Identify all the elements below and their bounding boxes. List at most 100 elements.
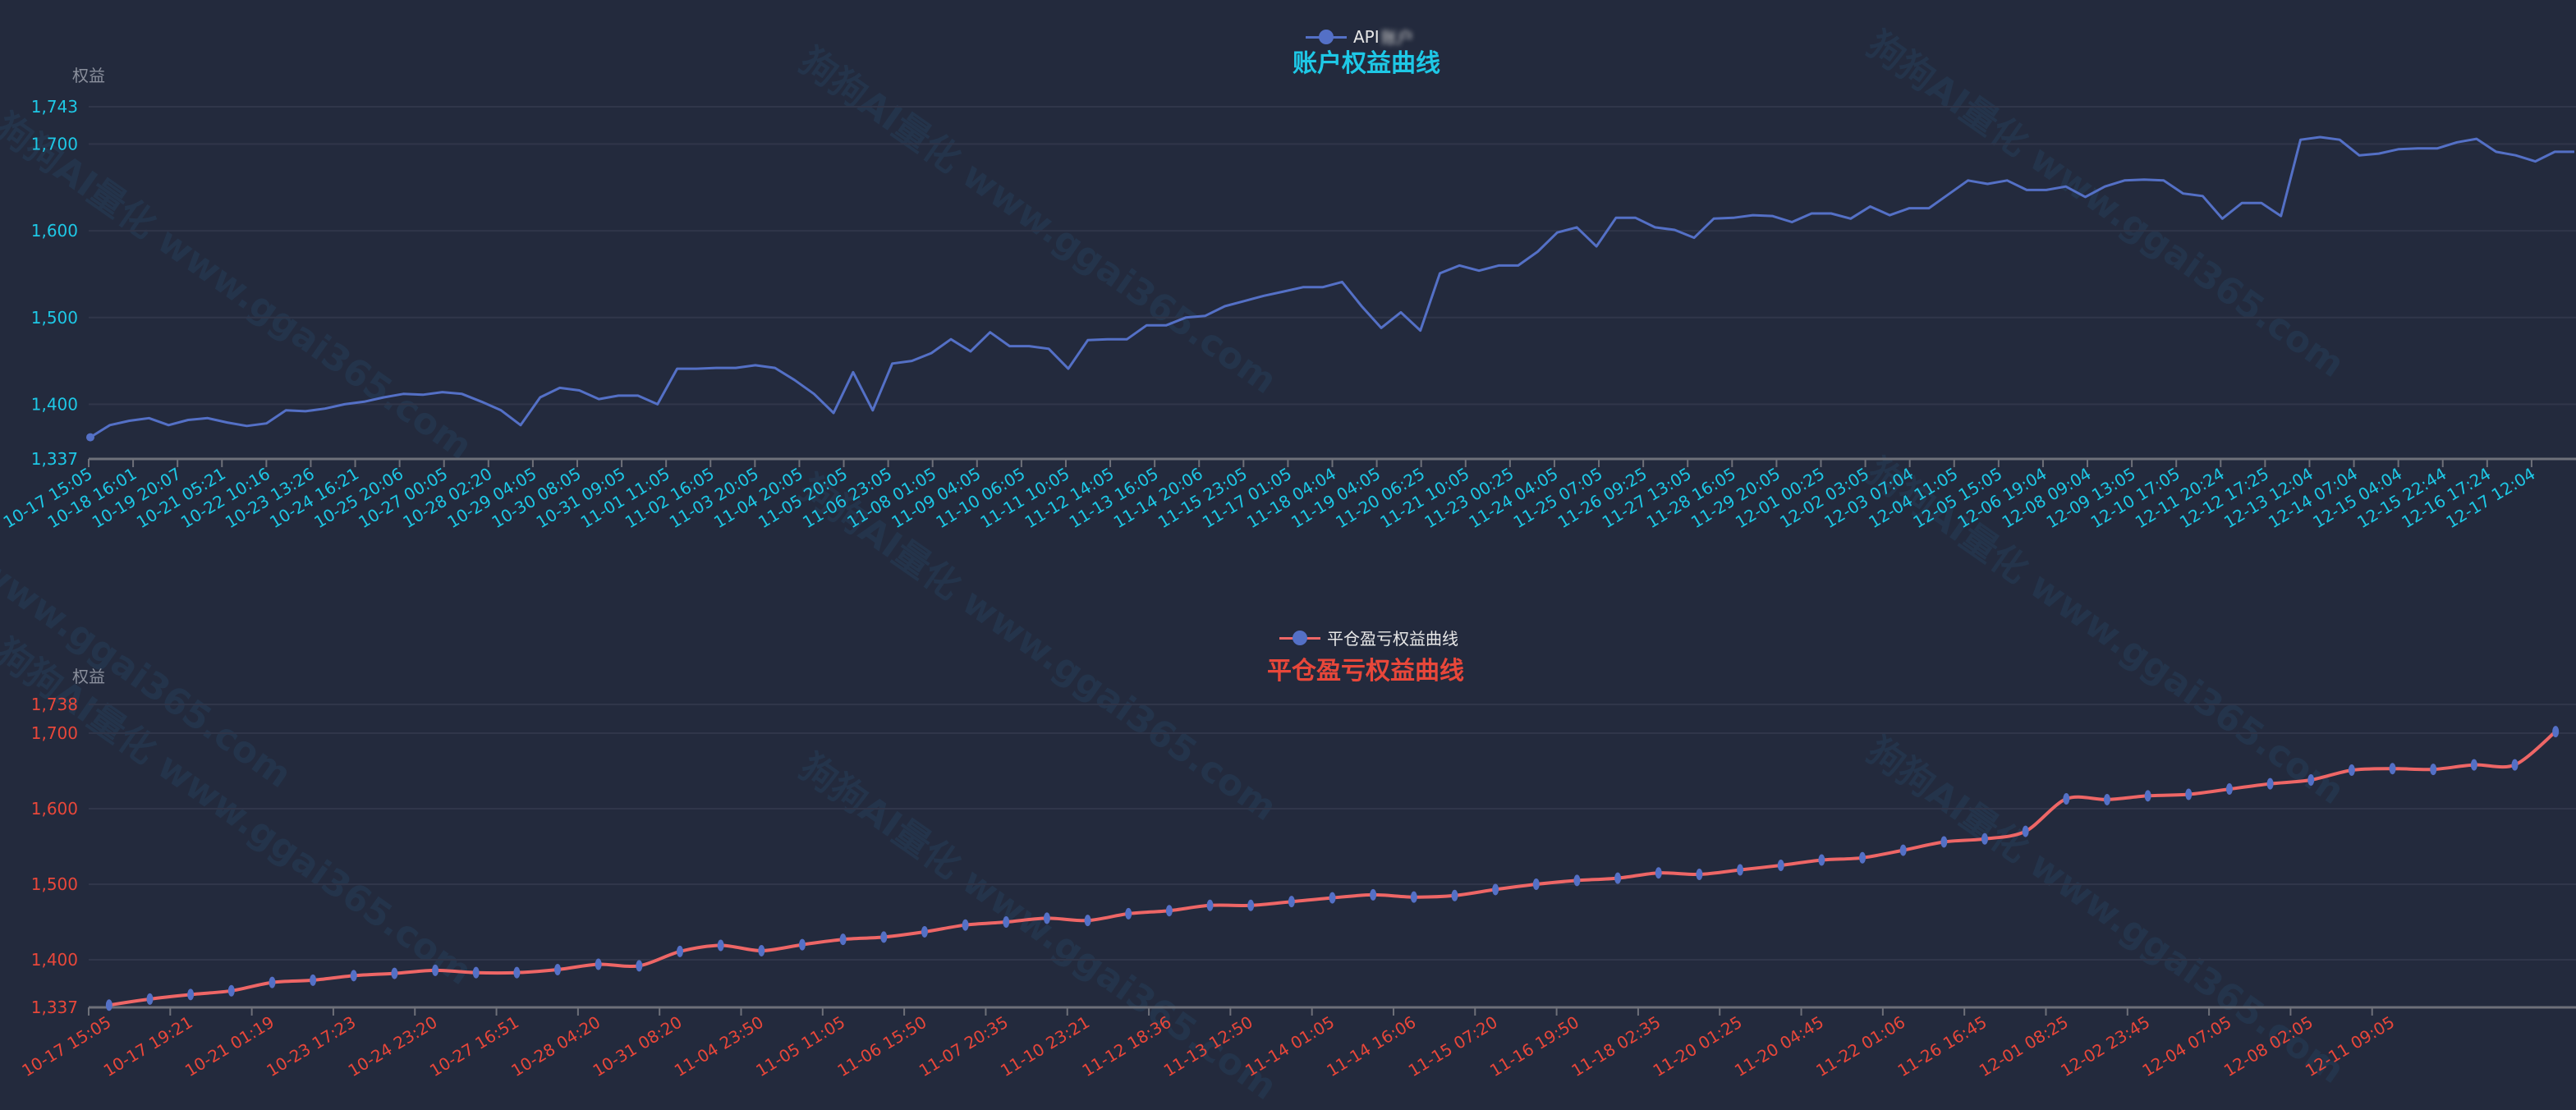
bottom-x-tick-label: 10-23 17:23 [263,1012,359,1080]
bottom-series-point [1043,912,1050,924]
bottom-series-point [1125,907,1132,920]
bottom-y-tick-label: 1,500 [31,874,78,894]
bottom-series-point [554,963,562,975]
bottom-series-point [391,967,398,979]
bottom-series-point [1370,888,1377,901]
bottom-y-tick-label: 1,337 [31,998,78,1017]
top-y-tick-label: 1,700 [31,134,78,154]
bottom-series-point [798,938,806,951]
bottom-legend-label: 平仓盈亏权益曲线 [1327,629,1458,649]
bottom-series-point [1899,844,1907,856]
top-legend[interactable]: API 账户 [1306,25,1414,48]
bottom-series-point [1777,860,1784,872]
bottom-series-point [350,970,357,982]
bottom-series-point [1573,874,1581,887]
bottom-y-tick-label: 1,400 [31,950,78,970]
bottom-x-tick-label: 11-14 16:06 [1323,1012,1419,1080]
bottom-series-point [2307,774,2315,787]
bottom-series-point [2063,793,2070,805]
bottom-series-point [717,939,724,952]
bottom-y-tick-label: 1,700 [31,723,78,743]
bottom-series-point [1818,854,1825,866]
bottom-x-tick-label: 10-21 01:19 [181,1012,278,1080]
bottom-series-point [2144,790,2151,802]
bottom-x-tick-label: 10-27 16:51 [426,1012,522,1080]
bottom-x-tick-label: 10-28 04:20 [507,1012,604,1080]
top-y-axis-name: 权益 [72,66,105,85]
bottom-series-point [2470,759,2477,771]
bottom-series-point [310,974,317,986]
bottom-x-tick-label: 12-02 23:45 [2057,1012,2153,1080]
top-y-tick-label: 1,500 [31,308,78,328]
bottom-series-point [1655,867,1662,879]
bottom-chart-title: 平仓盈亏权益曲线 [1267,657,1464,686]
bottom-series-point [146,993,154,1005]
bottom-series-point [962,919,969,931]
bottom-series-point [2430,764,2437,776]
bottom-x-tick-label: 10-17 19:21 [100,1012,196,1080]
bottom-series-point [187,988,195,1001]
bottom-x-tick-label: 11-26 16:45 [1894,1012,1991,1080]
bottom-series-point [105,999,112,1011]
top-legend-label: API [1353,26,1380,47]
bottom-series-point [1614,872,1622,884]
bottom-series-point [1084,915,1091,927]
bottom-series-point [513,966,521,979]
bottom-series-point [1696,869,1703,881]
legend-line-dot-icon [1306,29,1347,45]
bottom-series-point [1247,899,1255,911]
bottom-series-point [1003,916,1010,929]
bottom-series-point [1737,864,1744,876]
bottom-series-point [1532,878,1540,891]
bottom-series-point [1940,836,1948,848]
bottom-series-point [2266,777,2274,790]
bottom-x-tick-label: 10-31 08:20 [590,1012,686,1080]
bottom-x-tick-label: 11-05 11:05 [752,1012,848,1080]
bottom-series-point [1859,851,1867,864]
top-y-tick-label: 1,600 [31,221,78,241]
bottom-series-point [1981,832,1988,845]
bottom-x-tick-label: 12-11 09:05 [2302,1012,2398,1080]
bottom-x-tick-label: 11-15 07:20 [1405,1012,1501,1080]
bottom-series-point [227,984,235,997]
bottom-series-point [2389,763,2396,775]
bottom-series-point [921,925,928,938]
bottom-legend[interactable]: 平仓盈亏权益曲线 [1279,626,1458,649]
bottom-series-point [677,945,684,957]
top-y-tick-label: 1,743 [31,97,78,117]
bottom-series-point [2103,793,2110,805]
bottom-series-point [1165,905,1173,917]
bottom-series-point [2225,783,2233,796]
bottom-series-point [269,976,276,988]
bottom-x-tick-label: 11-10 23:21 [997,1012,1093,1080]
top-chart-title: 账户权益曲线 [1293,49,1440,78]
bottom-series-point [2511,759,2519,771]
bottom-series-point [1329,892,1336,904]
bottom-x-tick-label: 11-18 02:35 [1568,1012,1664,1080]
bottom-series-point [2022,825,2029,837]
bottom-y-tick-label: 1,600 [31,799,78,819]
legend-line-dot-icon [1279,630,1320,646]
bottom-x-tick-label: 12-04 07:05 [2138,1012,2234,1080]
bottom-x-tick-label: 11-12 18:36 [1078,1012,1174,1080]
bottom-x-tick-label: 11-04 23:50 [671,1012,767,1080]
bottom-x-tick-label: 11-14 01:05 [1242,1012,1338,1080]
bottom-series-point [758,944,765,956]
bottom-series-point [1492,883,1499,896]
bottom-series-point [432,964,439,976]
bottom-x-tick-label: 11-20 04:45 [1731,1012,1827,1080]
bottom-series-point [2348,764,2355,777]
bottom-y-tick-label: 1,738 [31,695,78,714]
top-y-tick-label: 1,400 [31,394,78,414]
bottom-series-point [1288,896,1295,908]
bottom-x-tick-label: 11-06 15:50 [833,1012,930,1080]
top-series-line [90,135,2574,438]
bottom-series-point [880,931,888,943]
bottom-x-tick-label: 11-13 12:50 [1160,1012,1256,1080]
bottom-x-tick-label: 12-01 08:25 [1976,1012,2072,1080]
bottom-series-point [839,933,847,946]
bottom-x-tick-label: 10-24 23:20 [345,1012,441,1080]
bottom-series-point [472,966,480,979]
bottom-series-point [1206,899,1214,911]
